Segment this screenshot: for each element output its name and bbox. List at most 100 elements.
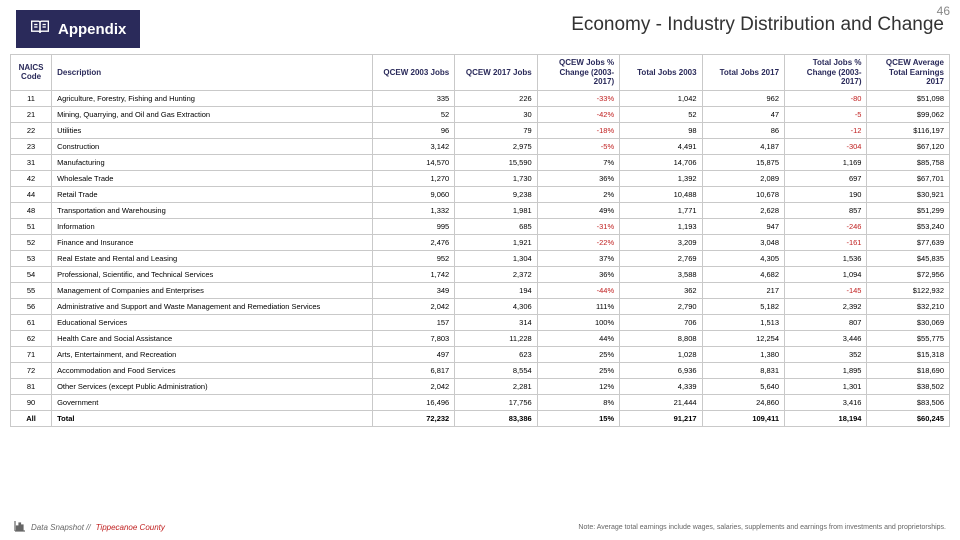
cell: -18% xyxy=(537,122,619,138)
cell: 314 xyxy=(455,314,537,330)
cell: -12 xyxy=(785,122,867,138)
cell: 1,730 xyxy=(455,170,537,186)
cell: 1,270 xyxy=(372,170,454,186)
cell: $67,120 xyxy=(867,138,950,154)
col-header-tpct: Total Jobs % Change (2003-2017) xyxy=(785,55,867,91)
page-header: Appendix Economy - Industry Distribution… xyxy=(0,0,960,54)
cell: -5 xyxy=(785,106,867,122)
cell: 952 xyxy=(372,250,454,266)
cell: 21 xyxy=(11,106,52,122)
cell: $55,775 xyxy=(867,330,950,346)
cell: -161 xyxy=(785,234,867,250)
cell: Finance and Insurance xyxy=(52,234,373,250)
cell: 8,554 xyxy=(455,362,537,378)
cell: 96 xyxy=(372,122,454,138)
cell: 2,042 xyxy=(372,298,454,314)
cell: Other Services (except Public Administra… xyxy=(52,378,373,394)
cell: 807 xyxy=(785,314,867,330)
cell: 1,742 xyxy=(372,266,454,282)
cell: 4,682 xyxy=(702,266,784,282)
cell: 52 xyxy=(372,106,454,122)
cell: 4,306 xyxy=(455,298,537,314)
cell: 81 xyxy=(11,378,52,394)
cell: 12% xyxy=(537,378,619,394)
cell: Information xyxy=(52,218,373,234)
cell: 53 xyxy=(11,250,52,266)
cell: $51,098 xyxy=(867,90,950,106)
cell: $30,069 xyxy=(867,314,950,330)
table-row: 90Government16,49617,7568%21,44424,8603,… xyxy=(11,394,950,410)
cell: 857 xyxy=(785,202,867,218)
cell: 47 xyxy=(702,106,784,122)
cell: 157 xyxy=(372,314,454,330)
cell: 90 xyxy=(11,394,52,410)
table-row: 23Construction3,1422,975-5%4,4914,187-30… xyxy=(11,138,950,154)
cell: 1,332 xyxy=(372,202,454,218)
cell: 55 xyxy=(11,282,52,298)
cell: $32,210 xyxy=(867,298,950,314)
cell: 111% xyxy=(537,298,619,314)
book-icon xyxy=(30,18,50,40)
cell: 9,238 xyxy=(455,186,537,202)
col-header-code: NAICS Code xyxy=(11,55,52,91)
cell: Government xyxy=(52,394,373,410)
cell: 3,416 xyxy=(785,394,867,410)
cell: -5% xyxy=(537,138,619,154)
cell: All xyxy=(11,410,52,426)
cell: 685 xyxy=(455,218,537,234)
col-header-t2003: Total Jobs 2003 xyxy=(620,55,702,91)
cell: Agriculture, Forestry, Fishing and Hunti… xyxy=(52,90,373,106)
cell: Manufacturing xyxy=(52,154,373,170)
cell: -304 xyxy=(785,138,867,154)
cell: 1,895 xyxy=(785,362,867,378)
cell: 37% xyxy=(537,250,619,266)
cell: 91,217 xyxy=(620,410,702,426)
cell: 25% xyxy=(537,346,619,362)
cell: $122,932 xyxy=(867,282,950,298)
col-header-earn: QCEW Average Total Earnings 2017 xyxy=(867,55,950,91)
cell: 2,281 xyxy=(455,378,537,394)
footer-brand-prefix: Data Snapshot // xyxy=(31,523,91,532)
cell: Real Estate and Rental and Leasing xyxy=(52,250,373,266)
cell: $60,245 xyxy=(867,410,950,426)
cell: 1,304 xyxy=(455,250,537,266)
cell: 86 xyxy=(702,122,784,138)
cell: 61 xyxy=(11,314,52,330)
cell: 98 xyxy=(620,122,702,138)
cell: 1,921 xyxy=(455,234,537,250)
cell: 22 xyxy=(11,122,52,138)
cell: Educational Services xyxy=(52,314,373,330)
cell: 1,513 xyxy=(702,314,784,330)
cell: Management of Companies and Enterprises xyxy=(52,282,373,298)
table-row: 53Real Estate and Rental and Leasing9521… xyxy=(11,250,950,266)
cell: 11,228 xyxy=(455,330,537,346)
cell: -44% xyxy=(537,282,619,298)
cell: 51 xyxy=(11,218,52,234)
cell: Health Care and Social Assistance xyxy=(52,330,373,346)
cell: 1,042 xyxy=(620,90,702,106)
cell: 54 xyxy=(11,266,52,282)
cell: 23 xyxy=(11,138,52,154)
cell: 17,756 xyxy=(455,394,537,410)
cell: Arts, Entertainment, and Recreation xyxy=(52,346,373,362)
page-title: Economy - Industry Distribution and Chan… xyxy=(571,10,944,36)
cell: -42% xyxy=(537,106,619,122)
cell: 109,411 xyxy=(702,410,784,426)
cell: 5,182 xyxy=(702,298,784,314)
cell: 83,386 xyxy=(455,410,537,426)
cell: 2,975 xyxy=(455,138,537,154)
cell: 3,588 xyxy=(620,266,702,282)
cell: -33% xyxy=(537,90,619,106)
cell: -246 xyxy=(785,218,867,234)
cell: 194 xyxy=(455,282,537,298)
cell: 1,028 xyxy=(620,346,702,362)
cell: 6,817 xyxy=(372,362,454,378)
cell: 2% xyxy=(537,186,619,202)
cell: $99,062 xyxy=(867,106,950,122)
cell: 100% xyxy=(537,314,619,330)
table-row: 44Retail Trade9,0609,2382%10,48810,67819… xyxy=(11,186,950,202)
table-row: 22Utilities9679-18%9886-12$116,197 xyxy=(11,122,950,138)
cell: Mining, Quarrying, and Oil and Gas Extra… xyxy=(52,106,373,122)
cell: 15,875 xyxy=(702,154,784,170)
cell: 12,254 xyxy=(702,330,784,346)
